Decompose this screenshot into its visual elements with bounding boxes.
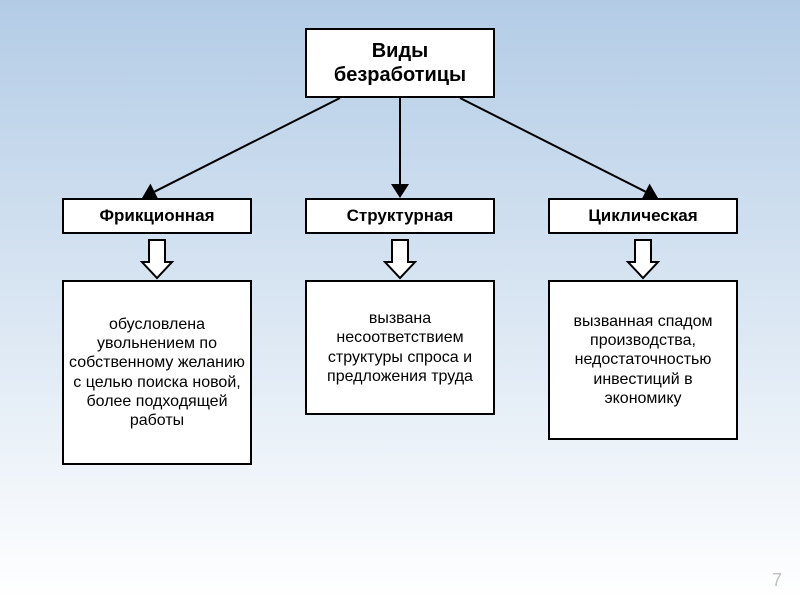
child-desc-label: вызванная спадом производства, недостато…	[550, 310, 736, 410]
child-title-node: Структурная	[305, 198, 495, 234]
root-node: Видыбезработицы	[305, 28, 495, 98]
page-number: 7	[772, 570, 782, 591]
child-title-label: Структурная	[343, 204, 458, 228]
child-desc-label: обусловлена увольнением по собственному …	[64, 313, 250, 432]
child-title-node: Циклическая	[548, 198, 738, 234]
child-desc-node: обусловлена увольнением по собственному …	[62, 280, 252, 465]
root-node-label: Видыбезработицы	[330, 37, 470, 89]
child-desc-label: вызвана несоответствием структуры спроса…	[307, 307, 493, 388]
child-title-node: Фрикционная	[62, 198, 252, 234]
child-desc-node: вызвана несоответствием структуры спроса…	[305, 280, 495, 415]
child-title-label: Циклическая	[584, 204, 701, 228]
diagram-canvas: Видыбезработицы 7 Фрикционная обусловлена…	[0, 0, 800, 600]
child-title-label: Фрикционная	[95, 204, 218, 228]
child-desc-node: вызванная спадом производства, недостато…	[548, 280, 738, 440]
